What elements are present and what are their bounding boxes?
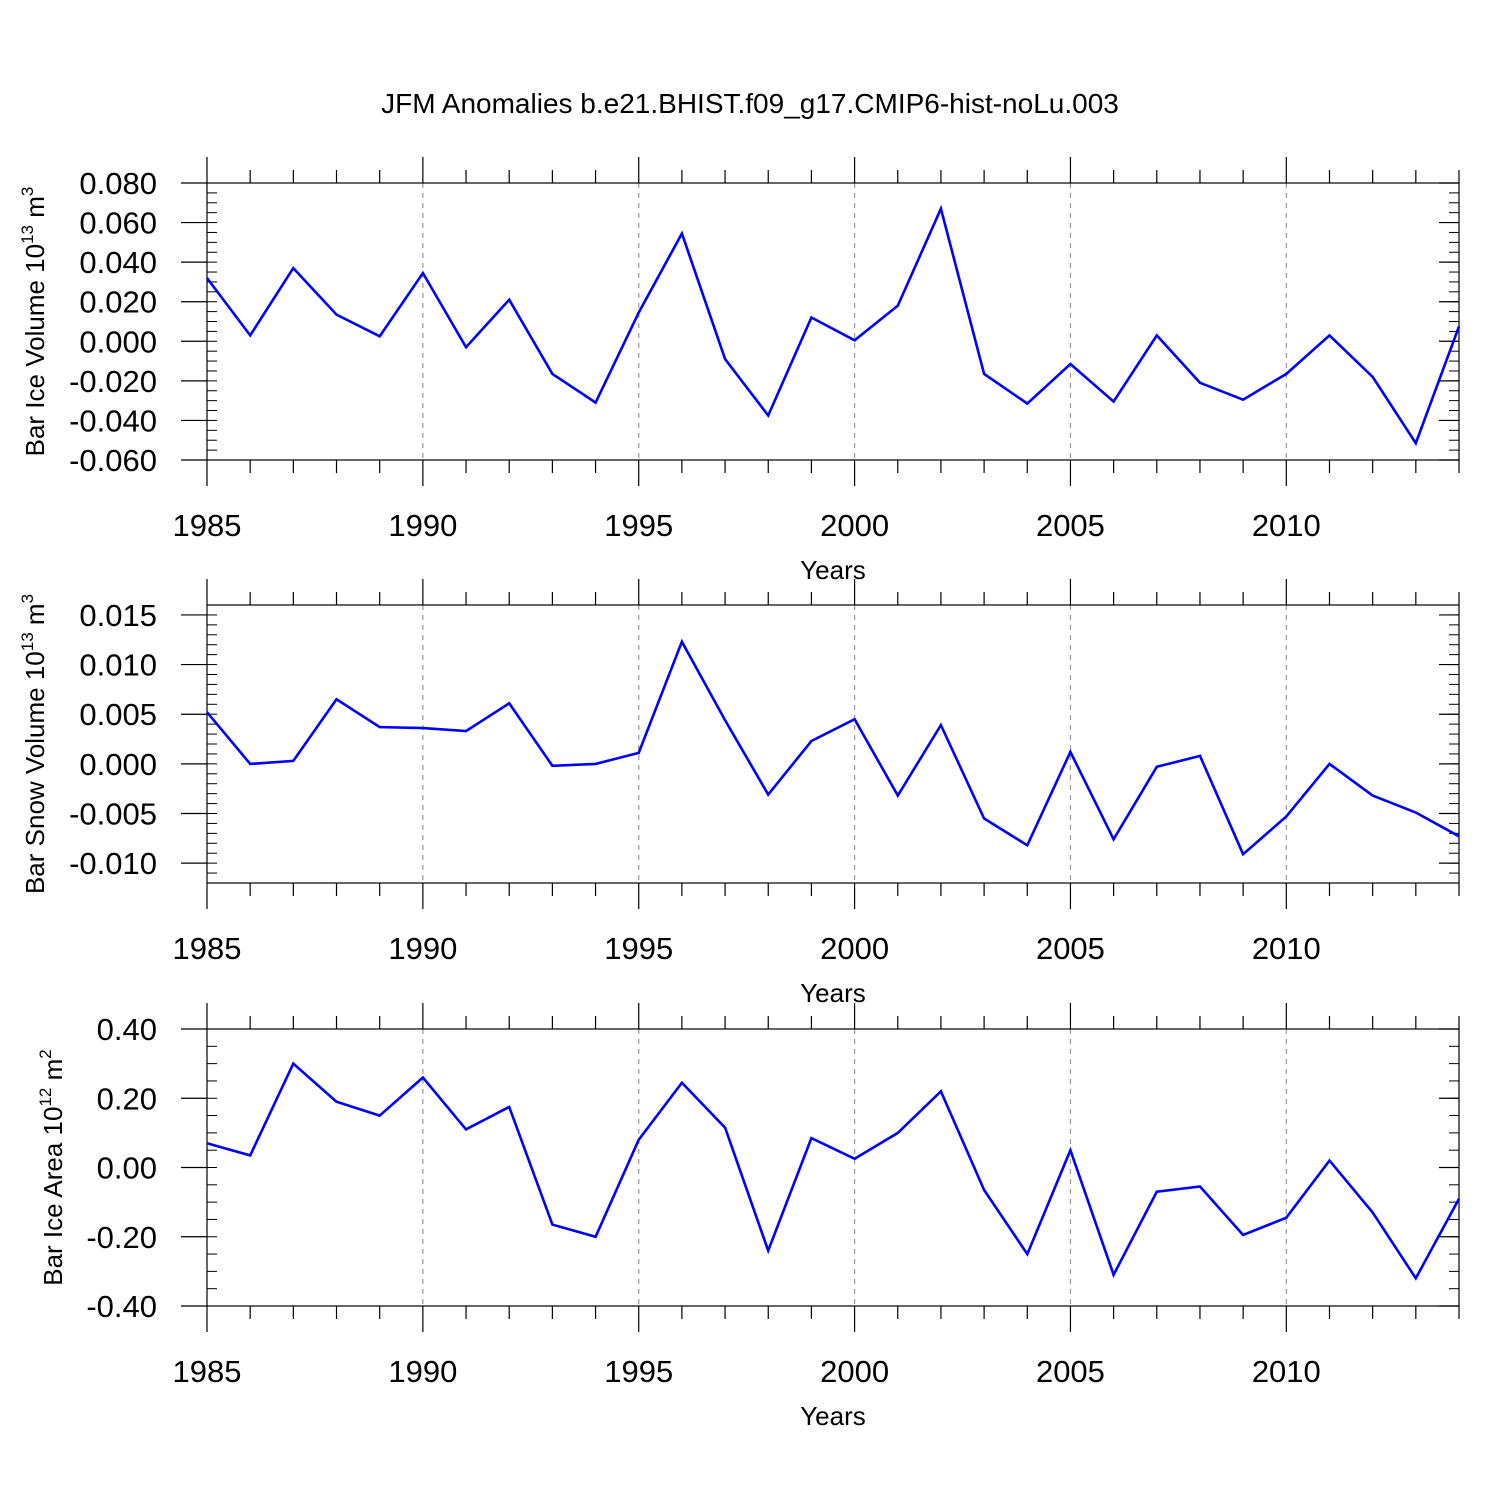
y-axis-label-part: 12: [36, 1088, 55, 1107]
y-axis-label-part: Bar Ice Area 10: [38, 1107, 68, 1286]
chart-panel-1: -0.060 -0.040 -0.020 0.000 0.020 0.040 0.060 0.…: [18, 157, 1461, 585]
y-tick-label: -0.060: [69, 443, 157, 478]
x-tick-label: 2010: [1252, 508, 1321, 543]
y-tick-label: -0.010: [69, 846, 157, 881]
y-tick-label: -0.20: [86, 1220, 157, 1255]
x-tick-label: 1990: [388, 1354, 457, 1389]
x-tick-label: 1995: [604, 508, 673, 543]
y-tick-label: -0.020: [69, 364, 157, 399]
y-axis-label-part: 13: [18, 225, 37, 244]
y-axis-label-part: 3: [18, 594, 37, 603]
series-line: [205, 204, 1461, 447]
y-axis-label-part: Bar Snow Volume 10: [20, 651, 50, 894]
x-tick-label: 2010: [1252, 931, 1321, 966]
x-tick-label: 2000: [820, 1354, 889, 1389]
y-tick-label: 0.005: [79, 697, 157, 732]
y-tick-label: 0.000: [79, 324, 157, 359]
x-tick-label: 1985: [173, 508, 242, 543]
x-tick-label: 1990: [388, 931, 457, 966]
x-tick-label: 2005: [1036, 931, 1105, 966]
x-tick-label: 1985: [173, 1354, 242, 1389]
x-tick-label: 2005: [1036, 1354, 1105, 1389]
plot-frame: [206, 604, 1460, 884]
y-tick-label: 0.020: [79, 285, 157, 320]
y-axis-label-part: m: [38, 1059, 68, 1088]
y-tick-label: -0.005: [69, 797, 157, 832]
y-tick-label: 0.040: [79, 245, 157, 280]
chart-panel-3: -0.40 -0.20 0.00 0.20 0.40 1985 1990 1995 2000 20…: [36, 1003, 1461, 1431]
y-axis-label-part: m: [20, 603, 50, 632]
y-axis-label-part: 3: [18, 187, 37, 196]
x-tick-label: 1985: [173, 931, 242, 966]
y-axis-label-part: m: [20, 196, 50, 225]
y-tick-label: 0.00: [97, 1151, 157, 1186]
series-line: [206, 1061, 1461, 1281]
plot-frame: [206, 182, 1460, 461]
y-tick-label: 0.000: [79, 747, 157, 782]
plot-frame: [206, 1028, 1460, 1307]
y-axis-label: Bar Ice Volume 1013 m3: [18, 187, 50, 457]
x-tick-label: 1995: [604, 931, 673, 966]
x-tick-label: 2000: [820, 931, 889, 966]
x-tick-label: 1990: [388, 508, 457, 543]
series-line: [206, 638, 1460, 857]
y-tick-label: -0.040: [69, 403, 157, 438]
x-axis-label: Years: [800, 1401, 866, 1431]
x-axis-label: Years: [800, 978, 866, 1008]
y-tick-label: 0.015: [79, 598, 157, 633]
y-tick-label: 0.20: [97, 1081, 157, 1116]
x-tick-label: 1995: [604, 1354, 673, 1389]
y-axis-label-part: Bar Ice Volume 10: [20, 244, 50, 456]
y-tick-label: -0.40: [86, 1289, 157, 1324]
y-axis-label: Bar Snow Volume 1013 m3: [18, 594, 50, 894]
x-tick-label: 2005: [1036, 508, 1105, 543]
x-tick-label: 2000: [820, 508, 889, 543]
y-tick-label: 0.080: [79, 166, 157, 201]
y-axis-label-part: 13: [18, 632, 37, 651]
y-axis-label: Bar Ice Area 1012 m2: [36, 1049, 68, 1286]
y-axis-label-part: 2: [36, 1049, 55, 1058]
x-tick-label: 2010: [1252, 1354, 1321, 1389]
x-axis-label: Years: [800, 555, 866, 585]
page-title: JFM Anomalies b.e21.BHIST.f09_g17.CMIP6-…: [381, 88, 1119, 119]
y-tick-label: 0.40: [97, 1012, 157, 1047]
y-tick-label: 0.060: [79, 206, 157, 241]
chart-panel-2: -0.010 -0.005 0.000 0.005 0.010 0.015 1985 1990…: [18, 579, 1460, 1008]
y-tick-label: 0.010: [79, 648, 157, 683]
